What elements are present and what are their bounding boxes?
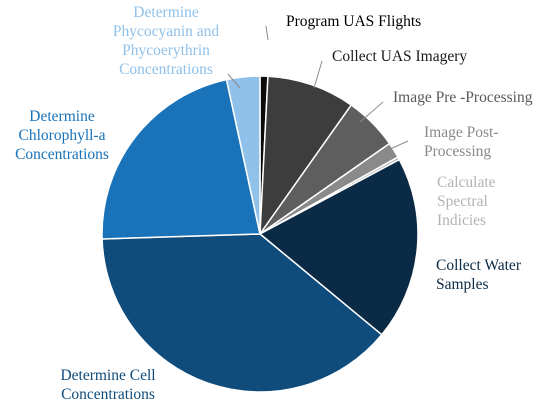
slice-label-collect-water-samples: Collect Water Samples [436, 257, 522, 293]
slice-label-image-post-processing: Image Post-Processing [424, 124, 498, 160]
leader-line-collect-uas-imagery [313, 60, 323, 89]
leader-line-determine-phycocyanin-and-phycoerythrin-concentrations [227, 73, 241, 89]
leader-line-image-post-processing [387, 140, 409, 151]
slice-label-calculate-spectral-indicies: Calculate Spectral Indicies [437, 174, 496, 229]
leader-line-program-uas-flights [265, 25, 269, 41]
slice-determine-chlorophyll-a-concentrations [101, 78, 261, 240]
slice-label-determine-cell-concentrations: Determine Cell Concentrations [60, 367, 155, 403]
slice-collect-water-samples [258, 158, 419, 336]
pie-slices [101, 75, 419, 393]
slice-label-collect-uas-imagery: Collect UAS Imagery [332, 48, 467, 65]
leader-line-image-pre-processing [359, 101, 384, 123]
slice-collect-uas-imagery [259, 75, 353, 237]
slice-labels: Program UAS Flights Collect UAS Imagery Im… [15, 4, 533, 403]
slice-label-determine-phycocyanin-and-phycoerythrin-concentrations: Determine Phycocyanin and Phycoerythrin Con… [113, 4, 220, 78]
slice-label-program-uas-flights: Program UAS Flights [286, 13, 421, 30]
leader-lines [227, 25, 409, 151]
slice-determine-cell-concentrations [101, 233, 383, 393]
slice-label-image-pre-processing: Image Pre -Processing [393, 89, 533, 106]
slice-label-determine-chlorophyll-a-concentrations: Determine Chlorophyll-a Concentrations [15, 108, 109, 163]
slice-determine-phycocyanin-and-phycoerythrin-concentrations [225, 75, 261, 235]
